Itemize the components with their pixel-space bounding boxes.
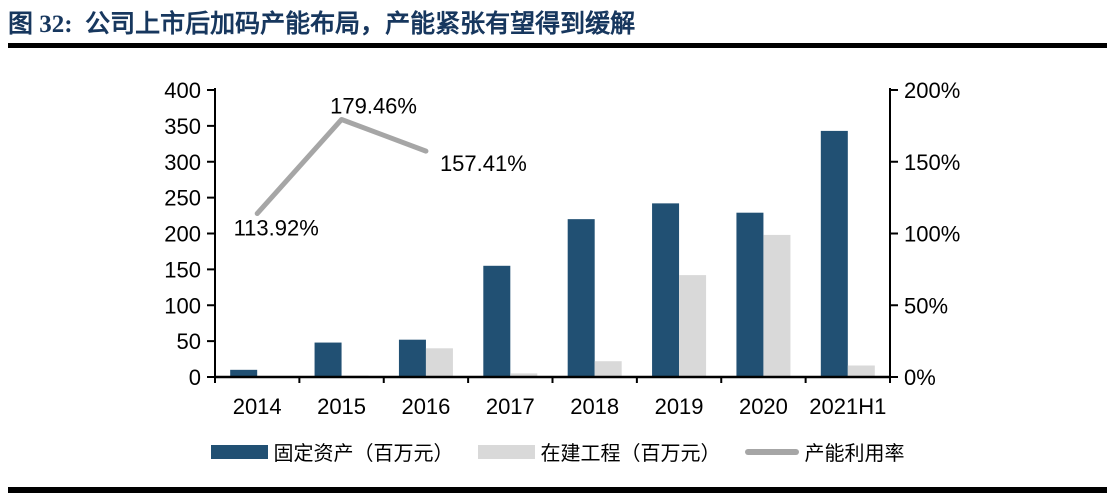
capacity-utilization-line <box>254 116 429 217</box>
left-axis-label: 100 <box>164 293 201 318</box>
bottom-border-rule <box>8 487 1107 493</box>
left-axis-label: 50 <box>177 329 201 354</box>
right-axis-label: 200% <box>904 78 960 103</box>
legend-label-fixed-assets: 固定资产（百万元） <box>273 443 454 465</box>
x-axis-category-label: 2020 <box>739 394 788 419</box>
x-axis-category-label: 2017 <box>486 394 535 419</box>
legend-swatch-construction-in-progress <box>477 444 535 459</box>
bar-construction-in-progress-2019 <box>679 275 707 377</box>
left-axis-label: 0 <box>189 365 201 390</box>
x-axis-category-label: 2014 <box>233 394 282 419</box>
legend-item-capacity-utilization: 产能利用率 <box>744 437 905 466</box>
legend-swatch-fixed-assets <box>210 444 268 459</box>
bar-fixed-assets-2018 <box>567 219 595 377</box>
bar-fixed-assets-2017 <box>483 265 511 377</box>
x-axis-category-label: 2016 <box>401 394 450 419</box>
bar-fixed-assets-2014 <box>230 369 258 377</box>
x-axis-category-label: 2019 <box>655 394 704 419</box>
right-axis-label: 100% <box>904 222 960 247</box>
x-axis-category-label: 2018 <box>570 394 619 419</box>
title-divider-rule <box>8 43 1107 48</box>
x-axis-category-label: 2021H1 <box>809 394 886 419</box>
left-axis-label: 400 <box>164 78 201 103</box>
bar-fixed-assets-2019 <box>652 203 680 377</box>
line-point-label-2015: 179.46% <box>330 93 417 118</box>
legend-label-construction-in-progress: 在建工程（百万元） <box>540 443 721 465</box>
right-axis-label: 50% <box>904 293 948 318</box>
x-axis-category-label: 2015 <box>317 394 366 419</box>
bar-construction-in-progress-2018 <box>594 361 622 377</box>
legend-item-fixed-assets: 固定资产（百万元） <box>210 437 454 466</box>
left-axis-label: 150 <box>164 257 201 282</box>
figure-title: 图 32: 公司上市后加码产能布局，产能紧张有望得到缓解 <box>8 11 636 38</box>
legend-item-construction-in-progress: 在建工程（百万元） <box>477 437 721 466</box>
right-axis-label: 150% <box>904 150 960 175</box>
right-axis-label: 0% <box>904 365 936 390</box>
bar-fixed-assets-2015 <box>314 342 342 377</box>
bar-fixed-assets-2020 <box>736 212 764 377</box>
left-axis-label: 250 <box>164 186 201 211</box>
line-point-label-2016: 157.41% <box>440 151 527 176</box>
left-axis-label: 350 <box>164 114 201 139</box>
left-axis-label: 200 <box>164 222 201 247</box>
legend: 固定资产（百万元） 在建工程（百万元） 产能利用率 <box>0 437 1115 466</box>
line-point-label-2014: 113.92% <box>234 216 319 241</box>
left-axis-label: 300 <box>164 150 201 175</box>
bar-fixed-assets-2021H1 <box>820 130 848 377</box>
legend-label-capacity-utilization: 产能利用率 <box>804 443 905 465</box>
bar-construction-in-progress-2021H1 <box>847 365 875 377</box>
bar-fixed-assets-2016 <box>398 339 426 377</box>
legend-swatch-capacity-utilization-line <box>744 448 799 455</box>
bar-construction-in-progress-2020 <box>763 234 791 377</box>
bar-construction-in-progress-2016 <box>425 348 453 377</box>
bar-construction-in-progress-2017 <box>510 373 538 377</box>
